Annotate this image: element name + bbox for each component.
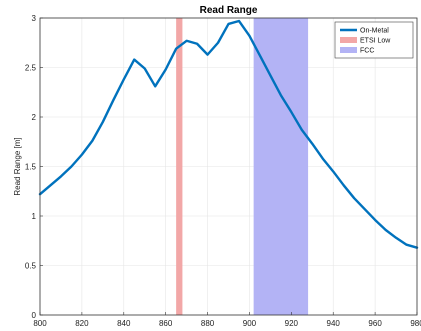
legend-swatch-fcc <box>340 47 357 53</box>
band-layer <box>176 18 309 315</box>
line-layer <box>38 19 419 249</box>
y-tick-label-5: 2.5 <box>25 64 37 73</box>
band-etsi-low <box>176 18 183 315</box>
tick-layer: 800 820 840 860 880 900 920 940 960 980 0 0.5 1 1.5 2 2… <box>25 14 421 328</box>
chart-title: Read Range <box>200 5 258 16</box>
y-tick-label-1: 0.5 <box>25 262 37 271</box>
legend-label-etsi-low: ETSI Low <box>360 38 391 45</box>
x-tick-label-0: 800 <box>33 319 47 328</box>
y-tick-label-4: 2 <box>32 113 37 122</box>
series-line-on-metal <box>38 19 419 249</box>
legend-label-fcc: FCC <box>360 48 374 55</box>
x-tick-label-6: 920 <box>285 319 299 328</box>
legend-swatch-etsi-low <box>340 37 357 43</box>
legend: On-Metal ETSI Low FCC <box>334 21 414 59</box>
y-tick-label-3: 1.5 <box>25 163 37 172</box>
x-tick-label-4: 880 <box>201 319 215 328</box>
y-tick-label-2: 1 <box>32 212 37 221</box>
x-tick-label-5: 900 <box>243 319 257 328</box>
y-tick-label-6: 3 <box>32 14 37 23</box>
x-tick-label-2: 840 <box>117 319 131 328</box>
y-tick-label-0: 0 <box>32 311 37 320</box>
x-tick-label-8: 960 <box>368 319 382 328</box>
x-tick-label-3: 860 <box>159 319 173 328</box>
x-tick-label-7: 940 <box>327 319 341 328</box>
x-tick-label-1: 820 <box>75 319 89 328</box>
legend-label-on-metal: On-Metal <box>360 28 389 35</box>
x-tick-label-9: 980 <box>410 319 421 328</box>
band-fcc <box>253 18 309 315</box>
y-axis-label: Read Range [m] <box>13 137 22 195</box>
